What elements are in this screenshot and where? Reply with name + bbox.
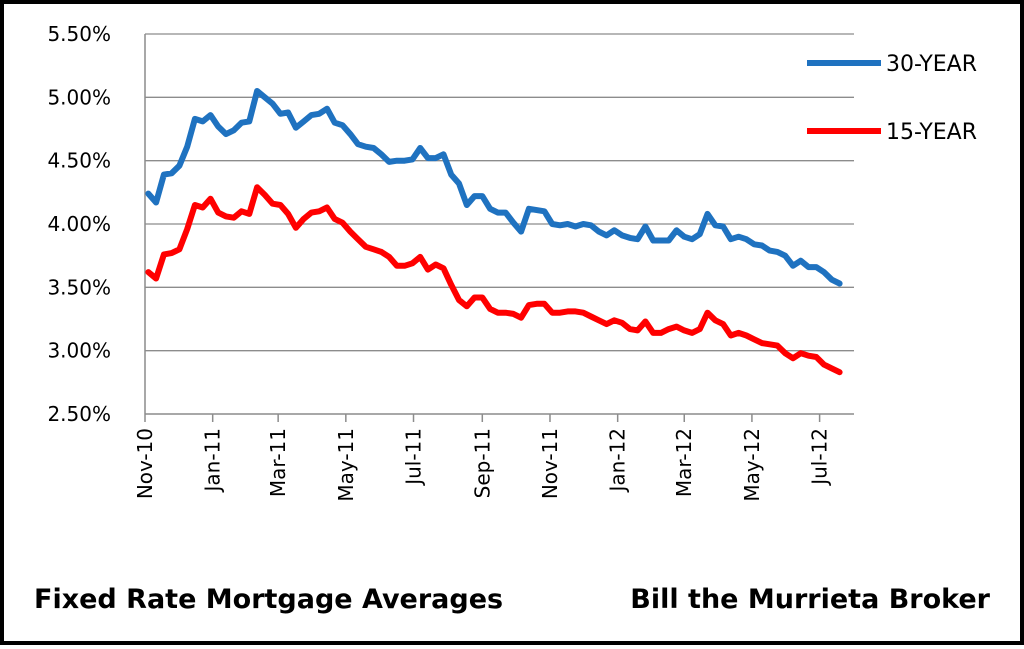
y-tick-label: 2.50% (47, 402, 111, 426)
series-line-30-year (145, 88, 843, 287)
y-tick-label: 4.00% (47, 212, 111, 236)
x-tick-label: May-12 (740, 428, 764, 502)
mortgage-rate-chart: 5.50% 5.00% 4.50% 4.00% 3.50% 3.00% 2.50% Nov-1… (47, 22, 977, 502)
y-tick-label: 4.50% (47, 149, 111, 173)
chart-caption-left: Fixed Rate Mortgage Averages (34, 584, 504, 615)
y-tick-label: 5.50% (47, 22, 111, 46)
x-tick-label: May-11 (334, 428, 358, 502)
x-tick-label: Nov-10 (133, 428, 157, 499)
x-tick-label: Jul-11 (402, 428, 426, 487)
legend-label-15-year: 15-YEAR (886, 120, 977, 145)
x-tick-label: Jan-11 (201, 428, 225, 494)
x-tick-label: Mar-12 (672, 428, 696, 497)
series-line-15-year (145, 184, 843, 376)
y-tick-label: 3.50% (47, 275, 111, 299)
x-tick-label: Sep-11 (470, 428, 494, 498)
x-tick-label: Mar-11 (266, 428, 290, 497)
x-tick-label: Jul-12 (808, 428, 832, 487)
legend-label-30-year: 30-YEAR (886, 52, 977, 77)
chart-caption-right: Bill the Murrieta Broker (630, 584, 990, 615)
y-tick-label: 5.00% (47, 85, 111, 109)
x-tick-label: Nov-11 (538, 428, 562, 499)
y-tick-label: 3.00% (47, 339, 111, 363)
x-tick-label: Jan-12 (606, 428, 630, 494)
